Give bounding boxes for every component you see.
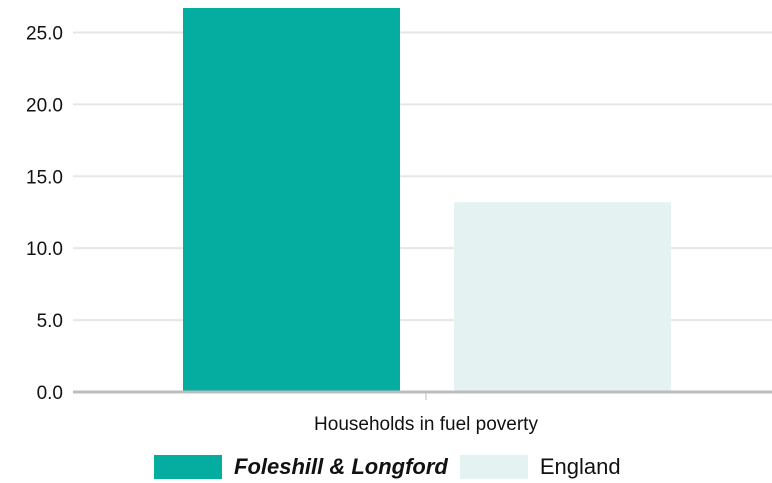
y-tick-label: 0.0 — [37, 383, 63, 404]
y-tick-label: 20.0 — [26, 95, 63, 116]
legend-item-foleshill[interactable]: Foleshill & Longford — [154, 454, 448, 480]
y-tick-label: 10.0 — [26, 239, 63, 260]
y-tick-label: 15.0 — [26, 167, 63, 188]
legend-label-england: England — [539, 454, 621, 479]
bars — [183, 8, 671, 392]
legend-item-england[interactable]: England — [459, 454, 621, 480]
legend-swatch-england — [459, 455, 528, 479]
bar-foleshill[interactable] — [183, 8, 400, 392]
legend: Foleshill & Longford England — [154, 452, 633, 482]
legend-label-foleshill: Foleshill & Longford — [234, 454, 448, 479]
y-tick-label: 5.0 — [37, 311, 63, 332]
y-tick-label: 25.0 — [26, 23, 63, 44]
legend-swatch-foleshill — [154, 455, 222, 479]
bar-chart: 0.0 5.0 10.0 15.0 20.0 25.0 Households in fue… — [26, 8, 772, 435]
bar-england[interactable] — [454, 202, 671, 392]
y-axis-ticks: 0.0 5.0 10.0 15.0 20.0 25.0 — [26, 23, 63, 404]
x-category-label: Households in fuel poverty — [314, 414, 538, 435]
